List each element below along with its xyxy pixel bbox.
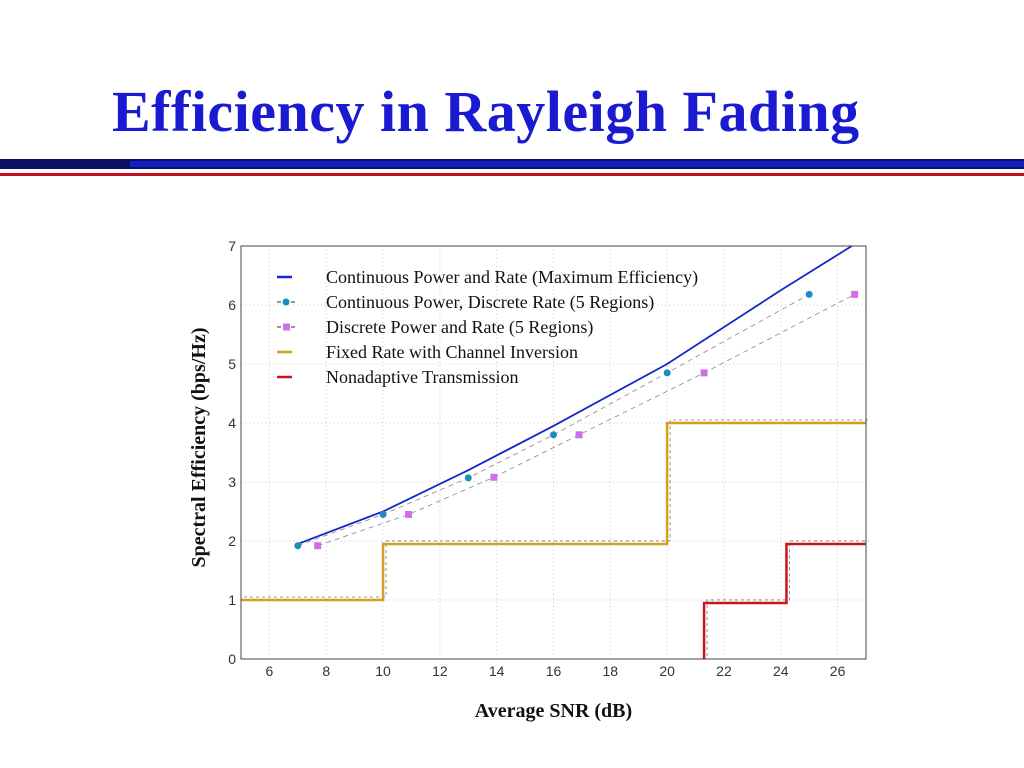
series-discrete-power-rate-point xyxy=(314,542,322,550)
series-channel-inversion-dashed xyxy=(244,419,869,598)
x-tick-label: 14 xyxy=(489,663,505,679)
x-tick-label: 24 xyxy=(773,663,789,679)
series-cont-power-discrete-rate-point xyxy=(805,290,813,298)
legend-symbol-discrete-power-rate xyxy=(277,323,295,331)
x-tick-label: 20 xyxy=(659,663,675,679)
x-tick-label: 26 xyxy=(830,663,846,679)
series-cont-power-discrete-rate-point xyxy=(294,542,302,550)
series-nonadaptive-line xyxy=(702,542,866,659)
legend: Continuous Power and Rate (Maximum Effic… xyxy=(277,267,698,387)
title-rule-blue xyxy=(130,161,1024,167)
x-axis-label: Average SNR (dB) xyxy=(475,700,632,722)
y-tick-label: 7 xyxy=(228,238,236,254)
series-cont-power-discrete-rate-point xyxy=(550,431,557,439)
legend-label-discrete-power-rate: Discrete Power and Rate (5 Regions) xyxy=(326,317,593,338)
legend-label-nonadaptive: Nonadaptive Transmission xyxy=(326,367,519,387)
y-tick-label: 2 xyxy=(228,533,236,549)
series-discrete-power-rate-point xyxy=(851,290,859,298)
title-rule-red xyxy=(0,173,1024,176)
series-discrete-power-rate-point xyxy=(405,510,413,518)
x-tick-label: 18 xyxy=(603,663,619,679)
y-tick-label: 0 xyxy=(228,651,236,667)
slide-title: Efficiency in Rayleigh Fading xyxy=(112,79,860,144)
plot-frame xyxy=(240,245,867,660)
y-tick-label: 1 xyxy=(228,592,236,608)
series-cont-power-discrete-rate-point xyxy=(464,474,472,482)
series-channel-inversion-line xyxy=(241,421,866,602)
series-layer xyxy=(241,245,869,659)
y-axis-label: Spectral Efficiency (bps/Hz) xyxy=(188,328,210,568)
y-tick-label: 6 xyxy=(228,297,236,313)
series-nonadaptive-dashed xyxy=(706,540,869,656)
series-discrete-power-rate-point xyxy=(700,369,708,377)
series-cont-power-discrete-rate-point xyxy=(379,510,387,518)
legend-square-marker xyxy=(283,323,290,331)
series-cont-power-discrete-rate-point xyxy=(663,369,671,377)
x-tick-label: 16 xyxy=(546,663,562,679)
series-max-efficiency-line xyxy=(297,245,853,545)
y-tick-label: 3 xyxy=(228,474,236,490)
legend-label-max-efficiency: Continuous Power and Rate (Maximum Effic… xyxy=(326,267,698,288)
series-cont-power-discrete-rate-line xyxy=(297,294,810,547)
series-discrete-power-rate-point xyxy=(575,431,583,439)
legend-circle-marker xyxy=(282,298,290,306)
x-tick-label: 12 xyxy=(432,663,448,679)
series-discrete-power-rate-point xyxy=(490,473,498,481)
legend-label-cont-power-discrete-rate: Continuous Power, Discrete Rate (5 Regio… xyxy=(326,292,654,313)
x-tick-label: 22 xyxy=(716,663,732,679)
y-tick-label: 4 xyxy=(228,415,236,431)
x-tick-label: 6 xyxy=(266,663,274,679)
x-tick-label: 8 xyxy=(322,663,330,679)
y-tick-label: 5 xyxy=(228,356,236,372)
x-tick-label: 10 xyxy=(375,663,391,679)
series-discrete-power-rate-line xyxy=(317,294,855,547)
legend-label-channel-inversion: Fixed Rate with Channel Inversion xyxy=(326,342,578,362)
legend-symbol-cont-power-discrete-rate xyxy=(277,298,295,306)
